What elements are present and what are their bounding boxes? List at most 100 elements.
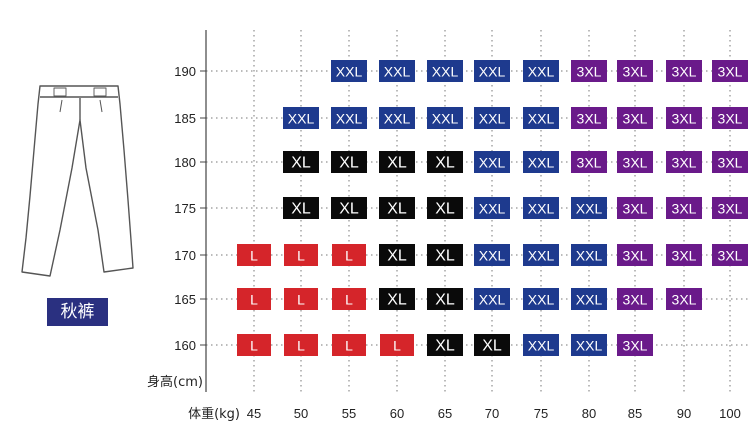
size-cell-box [427,197,463,219]
size-cell: XXL [523,197,559,219]
size-cell-label: XL [435,338,455,355]
size-cell-label: XL [435,201,455,218]
size-cell-label: L [250,338,258,354]
size-cell-box [331,197,367,219]
size-cell-label: XXL [528,248,555,264]
size-cell: XL [427,334,463,356]
size-cell: XXL [427,60,463,82]
size-cell-label: 3XL [623,111,648,127]
size-cell-label: XXL [432,111,459,127]
size-cell-label: XL [387,155,407,172]
size-cell-label: 3XL [672,248,697,264]
size-cell-label: XL [291,201,311,218]
size-cell: XXL [427,107,463,129]
size-cell-box [523,197,559,219]
size-cell-label: XL [435,155,455,172]
size-cell-box [474,197,510,219]
size-cell: 3XL [666,151,702,173]
size-cell-box [427,244,463,266]
size-cell-box [283,107,319,129]
size-cell-label: 3XL [623,201,648,217]
size-cell-label: XXL [576,292,603,308]
size-cell-box [474,334,510,356]
size-cell: 3XL [666,107,702,129]
size-cell-box [571,244,607,266]
size-cell-box [617,244,653,266]
size-cell: XXL [523,334,559,356]
y-tick-label: 165 [174,292,196,307]
size-cell-box [427,107,463,129]
pants-icon [21,85,134,277]
size-cell: 3XL [617,60,653,82]
size-cell-box [284,244,318,266]
size-cell: XXL [474,151,510,173]
size-cell-label: 3XL [672,292,697,308]
size-cell-label: XXL [479,201,506,217]
size-cell-label: 3XL [718,155,743,171]
size-cell-label: L [345,338,353,354]
x-tick-label: 80 [582,406,596,421]
size-cell-box [617,197,653,219]
size-cell: XL [427,151,463,173]
size-cell-box [666,197,702,219]
size-cell-label: 3XL [672,64,697,80]
size-cell-label: XXL [528,292,555,308]
y-axis-label: 身高(cm) [147,374,203,390]
size-cell-label: XXL [576,248,603,264]
size-cell-label: XXL [479,248,506,264]
size-cell: XL [379,197,415,219]
size-cell: 3XL [617,334,653,356]
size-cell-label: 3XL [672,155,697,171]
size-cell-box [332,288,366,310]
size-cell-box [379,151,415,173]
x-tick-label: 100 [719,406,741,421]
size-cell-box [474,244,510,266]
size-cell: XL [427,244,463,266]
size-cell-box [571,197,607,219]
size-cell: 3XL [712,151,748,173]
size-cell-label: L [250,292,258,308]
x-tick-label: 50 [294,406,308,421]
size-cell: 3XL [666,244,702,266]
size-cell-label: XXL [384,64,411,80]
size-cell-box [331,151,367,173]
size-cell-box [617,151,653,173]
size-cell: XXL [571,334,607,356]
size-cell-box [666,151,702,173]
size-cell-label: L [297,292,305,308]
size-cell-label: 3XL [577,64,602,80]
size-cell-box [617,60,653,82]
x-tick-label: 70 [485,406,499,421]
size-cell: 3XL [712,197,748,219]
size-cell: 3XL [617,197,653,219]
size-cell-box [571,151,607,173]
size-cell-box [523,151,559,173]
size-cell: XL [331,197,367,219]
size-cell-box [571,288,607,310]
size-cell-label: XL [387,248,407,265]
size-cell-label: 3XL [577,155,602,171]
size-cell-box [379,107,415,129]
size-cell-label: XXL [384,111,411,127]
size-cell-box [284,288,318,310]
size-cell-box [379,60,415,82]
size-cell-box [331,107,367,129]
size-cell: XXL [474,197,510,219]
size-cell-label: L [345,292,353,308]
size-cell: XXL [523,60,559,82]
y-tick-label: 185 [174,111,196,126]
size-cell-box [666,244,702,266]
size-cell-label: XXL [432,64,459,80]
size-cell: XL [283,151,319,173]
size-cell: XXL [571,288,607,310]
size-cell: XXL [331,60,367,82]
size-cell-box [523,244,559,266]
size-cell: XXL [523,288,559,310]
size-cell: XL [283,197,319,219]
size-cell: XXL [523,107,559,129]
size-cell-box [523,334,559,356]
size-cell-label: XXL [528,155,555,171]
size-cell-box [427,288,463,310]
size-cell: L [332,288,366,310]
size-cell-label: XXL [528,338,555,354]
